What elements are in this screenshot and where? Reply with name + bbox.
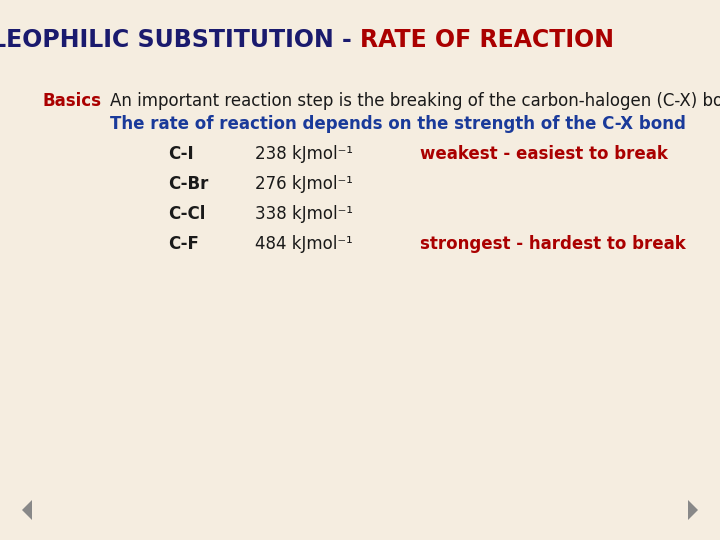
Text: C-Cl: C-Cl — [168, 205, 205, 223]
Text: RATE OF REACTION: RATE OF REACTION — [360, 28, 614, 52]
Text: C-Br: C-Br — [168, 175, 208, 193]
Text: C-I: C-I — [168, 145, 194, 163]
Text: 276 kJmol⁻¹: 276 kJmol⁻¹ — [255, 175, 353, 193]
Polygon shape — [22, 500, 32, 520]
Text: C-F: C-F — [168, 235, 199, 253]
Text: 484 kJmol⁻¹: 484 kJmol⁻¹ — [255, 235, 353, 253]
Text: Basics: Basics — [42, 92, 101, 110]
Text: 338 kJmol⁻¹: 338 kJmol⁻¹ — [255, 205, 353, 223]
Text: An important reaction step is the breaking of the carbon-halogen (C-X) bond: An important reaction step is the breaki… — [110, 92, 720, 110]
Text: weakest - easiest to break: weakest - easiest to break — [420, 145, 668, 163]
Text: NUCLEOPHILIC SUBSTITUTION -: NUCLEOPHILIC SUBSTITUTION - — [0, 28, 360, 52]
Polygon shape — [688, 500, 698, 520]
Text: strongest - hardest to break: strongest - hardest to break — [420, 235, 685, 253]
Text: 238 kJmol⁻¹: 238 kJmol⁻¹ — [255, 145, 353, 163]
Text: The rate of reaction depends on the strength of the C-X bond: The rate of reaction depends on the stre… — [110, 115, 686, 133]
